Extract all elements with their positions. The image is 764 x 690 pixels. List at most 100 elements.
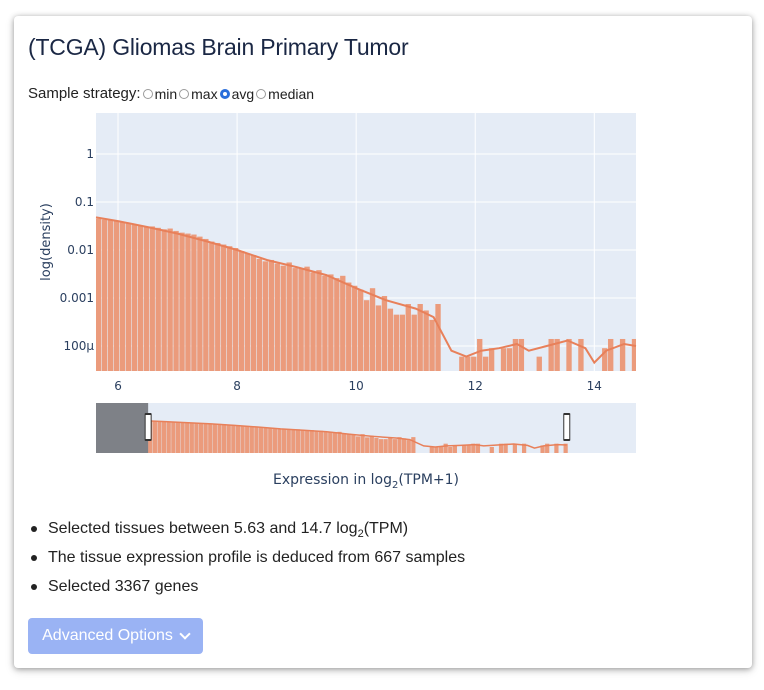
radio-max-circle[interactable] [179,88,190,99]
range-slider-bar [402,438,407,453]
histogram-bar [399,314,405,371]
range-slider-bar [245,425,250,453]
range-slider-bar [166,421,171,453]
range-slider-bar [309,430,314,453]
histogram-bar [548,338,554,371]
range-slider-curve [148,420,567,449]
list-item: Selected tissues between 5.63 and 14.7 l… [28,514,465,543]
range-slider-bar [323,431,328,453]
range-slider-bar [314,431,319,453]
range-slider-bar [522,443,527,453]
expression-card: (TCGA) Gliomas Brain Primary Tumor Sampl… [14,16,752,668]
chevron-down-icon [179,628,191,640]
radio-avg-circle[interactable] [219,88,230,99]
histogram-bar [357,289,364,371]
histogram-bar [363,300,370,371]
x-tick-label: 6 [114,379,122,393]
histogram-bar [149,226,155,371]
range-slider-bar [369,435,374,453]
histogram-bar [131,224,138,371]
range-slider-bar [226,424,231,453]
histogram-bar [221,244,227,371]
histogram-bar [226,246,233,371]
range-slider-bar [448,446,453,453]
range-slider-bar [171,421,176,453]
histogram-bar [393,314,400,371]
range-slider-bar [443,443,448,453]
histogram-bar [488,348,495,371]
histogram-bar [482,356,489,371]
range-slider-bar [434,446,439,453]
radio-median[interactable]: median [256,86,314,102]
histogram-bar [268,259,275,371]
x-tick-label: 12 [468,379,483,393]
range-slider-bar [291,429,296,453]
radio-min[interactable]: min [142,86,177,102]
range-slider-bar [254,426,259,453]
list-item: Selected 3367 genes [28,572,465,601]
sample-strategy-label: Sample strategy: [28,85,141,102]
radio-median-circle[interactable] [256,88,267,99]
advanced-options-button[interactable]: Advanced Options [28,618,203,654]
range-slider-bar [360,434,365,453]
x-tick-label: 8 [233,379,241,393]
histogram-bar [316,270,322,371]
histogram-bar [209,241,215,371]
histogram-bar [274,263,280,371]
range-handle-left[interactable] [144,413,152,441]
histogram-bar [506,348,513,371]
range-slider-bar [554,443,559,453]
histogram-bar [113,221,120,371]
histogram-bar [411,314,417,371]
histogram-bar [477,338,483,371]
histogram-bar [500,348,507,371]
histogram-bar [185,233,191,371]
range-slider-bar [337,431,342,453]
y-tick-label: 0.1 [75,195,94,209]
histogram-bar [215,242,221,371]
range-slider-bar [194,422,199,453]
y-tick-label: 0.01 [67,243,94,257]
range-slider-bar [222,424,227,453]
range-slider-bar [268,427,273,453]
range-slider-bar [332,432,337,453]
histogram-bar [238,251,245,371]
range-slider-bar [282,428,287,453]
histogram-bar [346,282,352,371]
range-slider-bar [475,443,481,453]
histogram-bar [256,258,263,371]
histogram-bar [512,338,519,371]
range-slider-bar [217,423,222,453]
histogram-bar [161,229,167,371]
range-slider-bar [185,422,190,453]
radio-max[interactable]: max [179,86,218,102]
range-slider-bar [365,437,370,453]
histogram-bar [381,296,388,371]
range-handle-right[interactable] [563,413,571,441]
histogram-bar [465,356,471,371]
range-slider-bar [295,429,301,453]
range-slider-bar [305,430,310,453]
histogram-bar [304,266,310,371]
y-tick-label: 0.001 [60,291,94,305]
range-slider-bar [438,446,444,453]
range-slider-bar [545,443,550,453]
radio-avg[interactable]: avg [219,85,255,102]
range-slider-bar [231,424,236,453]
range-slider-bar [471,443,476,453]
histogram-bar [107,220,114,371]
histogram-bar [155,227,161,371]
density-curve [95,216,637,365]
radio-avg-label: avg [231,85,255,102]
histogram-bar [173,230,179,371]
histogram-bar [250,255,257,371]
histogram-bar [387,308,394,371]
range-slider-mask-left [96,403,149,453]
y-tick-label: 1 [86,147,94,161]
range-slider-bar [378,439,384,453]
range-slider-bar [328,431,333,453]
radio-min-circle[interactable] [142,88,153,99]
range-slider-bar [392,439,397,453]
histogram-bar [369,288,376,371]
